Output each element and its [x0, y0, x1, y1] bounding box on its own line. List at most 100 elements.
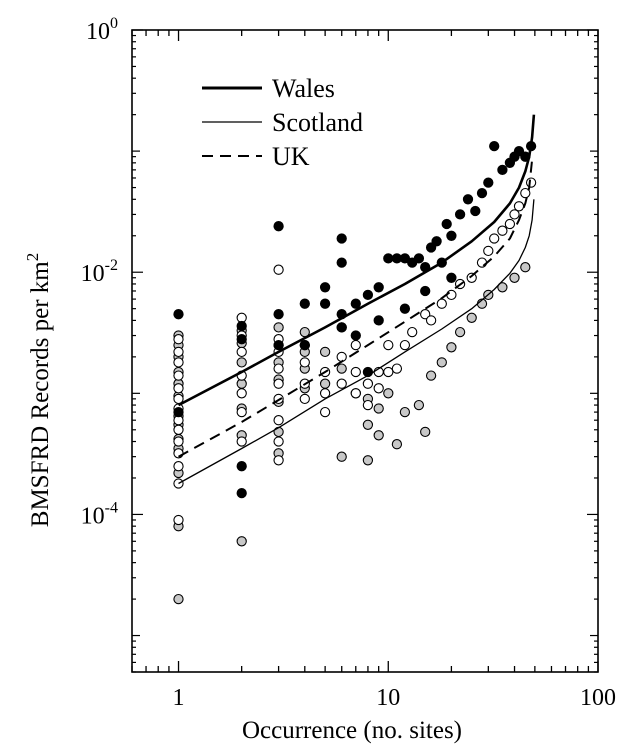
point-wales [413, 253, 425, 264]
point-wales [476, 187, 488, 199]
point-wales [489, 140, 500, 152]
legend-label-uk: UK [272, 142, 310, 171]
point-scotland [236, 406, 247, 418]
point-wales [441, 218, 452, 230]
tick-labels: 1 10 100 10-4 10-2 100 [81, 15, 616, 711]
point-wales [420, 285, 431, 297]
point-wales [273, 309, 284, 320]
point-scotland [173, 383, 184, 394]
point-scotland [299, 393, 310, 405]
point-wales [373, 282, 384, 293]
legend: Wales Scotland UK [202, 74, 363, 171]
point-uk [454, 326, 466, 338]
point-uk [273, 426, 284, 438]
point-wales [483, 177, 494, 188]
legend-label-scotland: Scotland [272, 108, 363, 137]
point-scotland [476, 257, 488, 268]
point-scotland [173, 357, 184, 368]
point-uk [436, 357, 447, 368]
y-tick-label-exponent: -4 [105, 499, 118, 516]
point-uk [319, 378, 331, 389]
point-scotland [525, 177, 537, 188]
point-uk [391, 439, 403, 450]
point-uk [336, 363, 347, 374]
point-scotland [425, 315, 437, 326]
point-scotland [489, 233, 500, 244]
fit-line-uk [178, 159, 534, 458]
point-uk [413, 399, 425, 411]
plot-area-frame [131, 29, 599, 673]
point-scotland [436, 298, 447, 309]
point-scotland [383, 366, 394, 378]
point-uk [373, 430, 384, 441]
point-wales [383, 253, 394, 264]
point-scotland [383, 339, 394, 351]
point-wales [336, 233, 347, 244]
point-uk [466, 312, 477, 323]
fit-line-wales [177, 114, 536, 407]
point-scotland [391, 363, 403, 374]
point-scotland [273, 264, 284, 275]
fit-lines [177, 114, 536, 485]
point-scotland [236, 388, 247, 399]
point-wales [319, 298, 331, 309]
point-scotland [236, 346, 247, 358]
point-wales [470, 205, 481, 217]
point-scotland [407, 326, 418, 338]
point-wales [236, 320, 247, 332]
point-scotland [350, 366, 361, 378]
point-uk [520, 262, 531, 273]
point-uk [362, 455, 374, 466]
point-wales [454, 209, 466, 220]
point-uk [497, 282, 508, 293]
point-scotland [173, 514, 184, 526]
point-wales [336, 257, 347, 268]
y-axis-title-text: BMSFRD Records per km [27, 261, 54, 528]
y-tick-label-exponent: -2 [105, 257, 118, 274]
point-uk [173, 593, 184, 605]
point-wales [236, 487, 247, 499]
point-scotland [273, 363, 284, 374]
y-tick-label: 100 [86, 15, 118, 45]
y-axis-title: BMSFRD Records per km2 [23, 253, 54, 527]
point-scotland [273, 455, 284, 466]
point-scotland [173, 370, 184, 381]
point-uk [373, 403, 384, 414]
y-tick-label: 10-4 [81, 499, 118, 529]
point-scotland [504, 218, 516, 230]
point-uk [236, 536, 247, 547]
point-uk [420, 426, 431, 438]
point-scotland [373, 383, 384, 394]
y-axis-title-superscript: 2 [23, 253, 42, 262]
point-wales [173, 309, 184, 320]
legend-label-wales: Wales [272, 74, 335, 103]
point-scotland [319, 388, 331, 399]
point-scotland [336, 378, 347, 389]
point-wales [362, 289, 374, 301]
point-wales [273, 339, 284, 351]
point-scotland [362, 399, 374, 411]
y-tick-label-base: 10 [81, 503, 105, 529]
x-axis-title: Occurrence (no. sites) [242, 717, 462, 744]
point-uk [509, 272, 520, 283]
point-scotland [273, 436, 284, 447]
point-wales [173, 406, 184, 418]
x-tick-label: 1 [173, 685, 185, 711]
x-tick-label: 100 [580, 685, 616, 711]
point-scotland [173, 424, 184, 435]
point-wales [446, 272, 457, 283]
point-scotland [336, 351, 347, 363]
point-wales [446, 230, 457, 241]
point-scotland [173, 461, 184, 472]
point-scotland [420, 309, 431, 320]
point-wales [350, 330, 361, 341]
point-scotland [173, 334, 184, 345]
y-tick-label: 10-2 [81, 257, 118, 287]
point-scotland [299, 357, 310, 368]
point-scotland [273, 378, 284, 389]
point-scotland [350, 388, 361, 399]
y-tick-label-exponent: 0 [110, 15, 118, 32]
point-scotland [497, 225, 508, 236]
point-uk [336, 451, 347, 462]
